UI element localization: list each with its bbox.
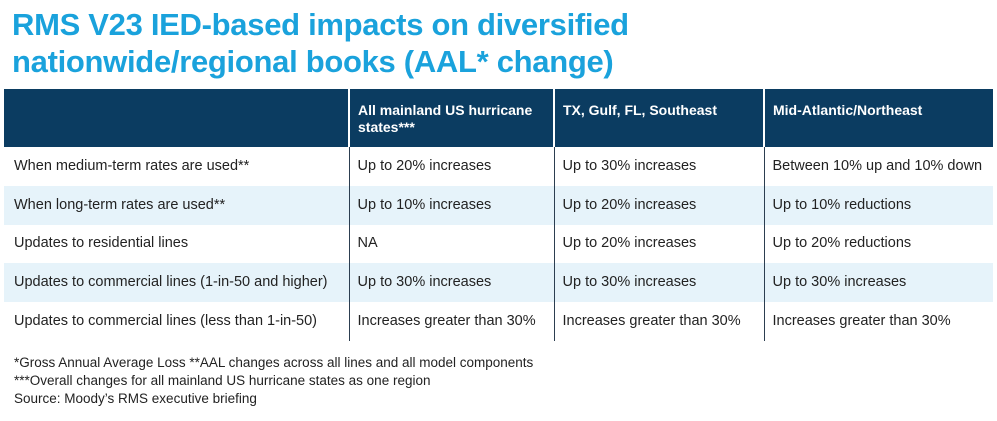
table-cell: Up to 30% increases — [553, 263, 764, 303]
table-cell: Up to 10% reductions — [763, 185, 993, 225]
source-note: Source: Moody’s RMS executive briefing — [14, 391, 257, 406]
table-cell: Increases greater than 30% — [348, 302, 554, 341]
column-header-mid-atlantic: Mid-Atlantic/Northeast — [763, 89, 993, 147]
column-header-tx-gulf: TX, Gulf, FL, Southeast — [553, 89, 764, 147]
row-label: When long-term rates are used** — [4, 185, 349, 225]
table-cell: Up to 10% increases — [348, 185, 554, 225]
footnote-overall-changes: ***Overall changes for all mainland US h… — [14, 373, 431, 388]
row-label: Updates to residential lines — [14, 235, 189, 252]
table-header-row: All mainland US hurricane states*** TX, … — [4, 89, 993, 147]
row-label: Updates to commercial lines (1-in-50 and… — [4, 263, 349, 303]
row-label: When medium-term rates are used** — [14, 157, 250, 174]
row-label: Updates to commercial lines (less than 1… — [14, 313, 318, 330]
chart-title-line-1: RMS V23 IED-based impacts on diversified — [12, 7, 629, 42]
table-cell: Up to 20% increases — [553, 185, 764, 225]
footnote-aal-definition: *Gross Annual Average Loss **AAL changes… — [14, 355, 534, 370]
table-cell: Up to 20% reductions — [763, 224, 993, 264]
table-row: Updates to commercial lines (less than 1… — [4, 302, 993, 341]
table-cell: Increases greater than 30% — [553, 302, 764, 341]
column-header-blank — [4, 89, 349, 147]
table-cell: Up to 30% increases — [348, 263, 554, 303]
table-row: When long-term rates are used** Up to 10… — [4, 185, 993, 225]
column-header-all-mainland: All mainland US hurricane states*** — [348, 89, 554, 147]
table-row: When medium-term rates are used** Up to … — [4, 147, 993, 186]
table-row: Updates to residential lines NA Up to 20… — [4, 224, 993, 264]
table-cell: Up to 30% increases — [763, 263, 993, 303]
table-cell: Up to 20% increases — [348, 147, 554, 186]
chart-title-line-2: nationwide/regional books (AAL* change) — [12, 44, 614, 79]
table-cell: Up to 30% increases — [553, 147, 764, 186]
table-cell: Up to 20% increases — [553, 224, 764, 264]
chart-title: RMS V23 IED-based impacts on diversified… — [12, 6, 972, 80]
table-cell: Increases greater than 30% — [763, 302, 993, 341]
impact-table: All mainland US hurricane states*** TX, … — [4, 89, 993, 341]
table-cell: Between 10% up and 10% down — [763, 147, 993, 186]
table-cell: NA — [348, 224, 554, 264]
footnotes: *Gross Annual Average Loss **AAL changes… — [14, 354, 533, 408]
table-row: Updates to commercial lines (1-in-50 and… — [4, 263, 993, 303]
